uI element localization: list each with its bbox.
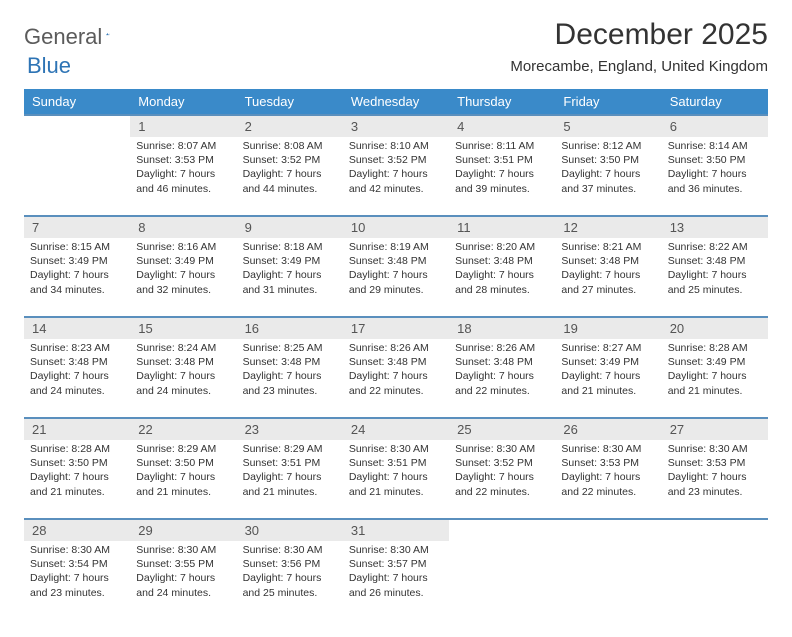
weekday-header: Saturday <box>662 89 768 114</box>
day-cell: Sunrise: 8:23 AMSunset: 3:48 PMDaylight:… <box>24 339 130 417</box>
day-cell: Sunrise: 8:10 AMSunset: 3:52 PMDaylight:… <box>343 137 449 215</box>
day-number: 22 <box>130 419 236 440</box>
day-cell: Sunrise: 8:30 AMSunset: 3:51 PMDaylight:… <box>343 440 449 518</box>
day-number: 12 <box>555 217 661 238</box>
day-cell: Sunrise: 8:26 AMSunset: 3:48 PMDaylight:… <box>449 339 555 417</box>
day-cell <box>24 137 130 215</box>
day-number: 9 <box>237 217 343 238</box>
weekday-header: Friday <box>555 89 661 114</box>
month-title: December 2025 <box>510 18 768 52</box>
day-number: 10 <box>343 217 449 238</box>
day-number: 1 <box>130 116 236 137</box>
day-cell: Sunrise: 8:28 AMSunset: 3:49 PMDaylight:… <box>662 339 768 417</box>
day-body-row: Sunrise: 8:07 AMSunset: 3:53 PMDaylight:… <box>24 137 768 215</box>
day-cell: Sunrise: 8:20 AMSunset: 3:48 PMDaylight:… <box>449 238 555 316</box>
day-cell: Sunrise: 8:25 AMSunset: 3:48 PMDaylight:… <box>237 339 343 417</box>
day-cell: Sunrise: 8:30 AMSunset: 3:53 PMDaylight:… <box>662 440 768 518</box>
day-number-row: 78910111213 <box>24 216 768 238</box>
day-number: 25 <box>449 419 555 440</box>
logo-text-general: General <box>24 24 102 50</box>
day-number: 27 <box>662 419 768 440</box>
logo-sail-icon <box>106 27 109 41</box>
day-cell <box>662 541 768 619</box>
day-number: 26 <box>555 419 661 440</box>
day-cell: Sunrise: 8:07 AMSunset: 3:53 PMDaylight:… <box>130 137 236 215</box>
day-number: 6 <box>662 116 768 137</box>
day-number: . <box>449 520 555 541</box>
day-cell: Sunrise: 8:30 AMSunset: 3:56 PMDaylight:… <box>237 541 343 619</box>
day-number: 7 <box>24 217 130 238</box>
day-number: 23 <box>237 419 343 440</box>
weekday-header: Tuesday <box>237 89 343 114</box>
day-cell <box>555 541 661 619</box>
day-number: 2 <box>237 116 343 137</box>
logo-text-blue: Blue <box>27 53 71 78</box>
day-number: 19 <box>555 318 661 339</box>
day-cell: Sunrise: 8:30 AMSunset: 3:55 PMDaylight:… <box>130 541 236 619</box>
day-number: 17 <box>343 318 449 339</box>
day-cell: Sunrise: 8:18 AMSunset: 3:49 PMDaylight:… <box>237 238 343 316</box>
weekday-header: Monday <box>130 89 236 114</box>
day-number-row: 21222324252627 <box>24 418 768 440</box>
weekday-header-row: SundayMondayTuesdayWednesdayThursdayFrid… <box>24 89 768 114</box>
day-cell: Sunrise: 8:29 AMSunset: 3:51 PMDaylight:… <box>237 440 343 518</box>
day-number-row: 14151617181920 <box>24 317 768 339</box>
calendar-page: General December 2025 Morecambe, England… <box>0 0 792 637</box>
day-cell: Sunrise: 8:19 AMSunset: 3:48 PMDaylight:… <box>343 238 449 316</box>
day-number: . <box>662 520 768 541</box>
day-number: 16 <box>237 318 343 339</box>
day-cell: Sunrise: 8:30 AMSunset: 3:57 PMDaylight:… <box>343 541 449 619</box>
day-number: 31 <box>343 520 449 541</box>
day-cell <box>449 541 555 619</box>
day-cell: Sunrise: 8:24 AMSunset: 3:48 PMDaylight:… <box>130 339 236 417</box>
day-cell: Sunrise: 8:12 AMSunset: 3:50 PMDaylight:… <box>555 137 661 215</box>
day-number: 5 <box>555 116 661 137</box>
day-number: 13 <box>662 217 768 238</box>
day-cell: Sunrise: 8:11 AMSunset: 3:51 PMDaylight:… <box>449 137 555 215</box>
day-number: 21 <box>24 419 130 440</box>
day-number: 3 <box>343 116 449 137</box>
weekday-header: Sunday <box>24 89 130 114</box>
title-block: December 2025 Morecambe, England, United… <box>510 18 768 75</box>
day-number: 29 <box>130 520 236 541</box>
location-text: Morecambe, England, United Kingdom <box>510 58 768 75</box>
day-cell: Sunrise: 8:22 AMSunset: 3:48 PMDaylight:… <box>662 238 768 316</box>
day-number-row: .123456 <box>24 115 768 137</box>
day-cell: Sunrise: 8:30 AMSunset: 3:52 PMDaylight:… <box>449 440 555 518</box>
day-number-row: 28293031... <box>24 519 768 541</box>
day-body-row: Sunrise: 8:15 AMSunset: 3:49 PMDaylight:… <box>24 238 768 316</box>
day-cell: Sunrise: 8:30 AMSunset: 3:53 PMDaylight:… <box>555 440 661 518</box>
weekday-header: Thursday <box>449 89 555 114</box>
day-number: 4 <box>449 116 555 137</box>
day-cell: Sunrise: 8:26 AMSunset: 3:48 PMDaylight:… <box>343 339 449 417</box>
day-number: . <box>555 520 661 541</box>
day-number: 28 <box>24 520 130 541</box>
day-cell: Sunrise: 8:14 AMSunset: 3:50 PMDaylight:… <box>662 137 768 215</box>
day-cell: Sunrise: 8:16 AMSunset: 3:49 PMDaylight:… <box>130 238 236 316</box>
logo: General <box>24 18 128 50</box>
calendar-grid: SundayMondayTuesdayWednesdayThursdayFrid… <box>24 89 768 619</box>
day-number: 20 <box>662 318 768 339</box>
day-cell: Sunrise: 8:30 AMSunset: 3:54 PMDaylight:… <box>24 541 130 619</box>
day-cell: Sunrise: 8:21 AMSunset: 3:48 PMDaylight:… <box>555 238 661 316</box>
day-cell: Sunrise: 8:15 AMSunset: 3:49 PMDaylight:… <box>24 238 130 316</box>
day-body-row: Sunrise: 8:30 AMSunset: 3:54 PMDaylight:… <box>24 541 768 619</box>
weekday-header: Wednesday <box>343 89 449 114</box>
day-body-row: Sunrise: 8:23 AMSunset: 3:48 PMDaylight:… <box>24 339 768 417</box>
day-body-row: Sunrise: 8:28 AMSunset: 3:50 PMDaylight:… <box>24 440 768 518</box>
day-number: 8 <box>130 217 236 238</box>
day-number: 24 <box>343 419 449 440</box>
day-cell: Sunrise: 8:08 AMSunset: 3:52 PMDaylight:… <box>237 137 343 215</box>
day-number: 18 <box>449 318 555 339</box>
day-number: 15 <box>130 318 236 339</box>
day-number: 11 <box>449 217 555 238</box>
day-cell: Sunrise: 8:29 AMSunset: 3:50 PMDaylight:… <box>130 440 236 518</box>
day-cell: Sunrise: 8:28 AMSunset: 3:50 PMDaylight:… <box>24 440 130 518</box>
day-number: . <box>24 116 130 137</box>
day-number: 14 <box>24 318 130 339</box>
day-number: 30 <box>237 520 343 541</box>
day-cell: Sunrise: 8:27 AMSunset: 3:49 PMDaylight:… <box>555 339 661 417</box>
